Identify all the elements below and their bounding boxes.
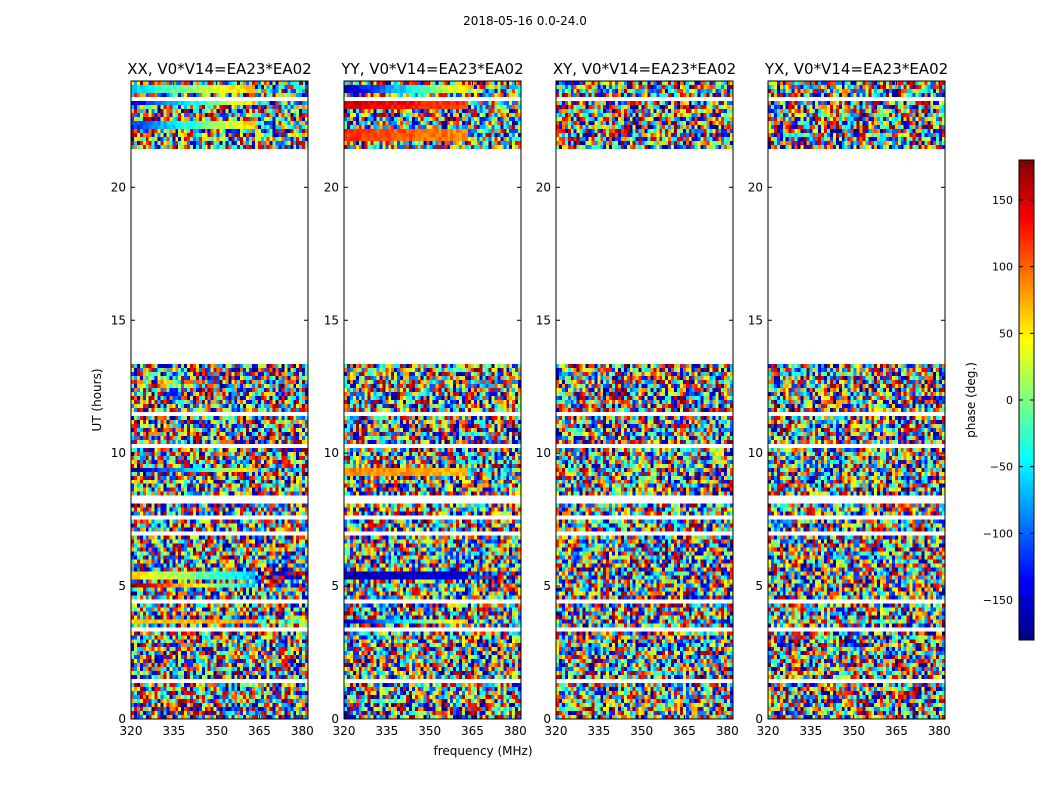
x-tick-label: 365 (673, 724, 696, 738)
y-tick-label: 0 (543, 712, 551, 726)
x-tick-label: 335 (799, 724, 822, 738)
colorbar-tick-label: 100 (992, 261, 1013, 274)
colorbar: −150 −100 −50 0 50 100 150 (983, 159, 1035, 641)
panel-title: XX, V0*V14=EA23*EA02 (127, 60, 311, 78)
panel-frame (767, 80, 946, 720)
y-tick-label: 15 (536, 313, 551, 327)
panel-1: YY, V0*V14=EA23*EA02 320 335 350 365 380 0 5 10 1… (324, 60, 527, 738)
x-tick-label: 320 (333, 724, 356, 738)
x-tick-label: 350 (842, 724, 865, 738)
x-tick-label: 380 (291, 724, 314, 738)
y-tick-label: 15 (324, 313, 339, 327)
x-tick-label: 350 (205, 724, 228, 738)
panel-frame (555, 80, 734, 720)
x-tick-label: 335 (375, 724, 398, 738)
x-tick-label: 380 (928, 724, 951, 738)
panel-2: XY, V0*V14=EA23*EA02 320 335 350 365 380 0 5 10 1… (536, 60, 739, 738)
x-tick-label: 365 (885, 724, 908, 738)
y-tick-label: 15 (111, 313, 126, 327)
y-tick-label: 10 (536, 446, 551, 460)
y-tick-label: 5 (331, 579, 339, 593)
y-tick-label: 0 (755, 712, 763, 726)
panel-title: YY, V0*V14=EA23*EA02 (340, 60, 523, 78)
colorbar-tick-label: −150 (983, 594, 1013, 607)
panel-3: YX, V0*V14=EA23*EA02 320 335 350 365 380 0 5 10 1… (748, 60, 951, 738)
panel-frame (343, 80, 522, 720)
panels-layer: XX, V0*V14=EA23*EA02 320 335 350 365 380 0 5 10 1… (111, 60, 951, 738)
y-tick-label: 20 (536, 180, 551, 194)
x-tick-label: 320 (120, 724, 143, 738)
y-tick-label: 0 (331, 712, 339, 726)
panel-title: XY, V0*V14=EA23*EA02 (553, 60, 736, 78)
y-tick-label: 20 (324, 180, 339, 194)
y-tick-label: 0 (118, 712, 126, 726)
panel-heatmap (344, 81, 521, 719)
y-tick-label: 20 (111, 180, 126, 194)
x-tick-label: 350 (418, 724, 441, 738)
x-tick-label: 380 (716, 724, 739, 738)
y-tick-label: 15 (748, 313, 763, 327)
panel-title: YX, V0*V14=EA23*EA02 (764, 60, 948, 78)
colorbar-tick-label: 150 (992, 194, 1013, 207)
panel-heatmap (131, 81, 308, 719)
x-tick-label: 320 (545, 724, 568, 738)
panel-0: XX, V0*V14=EA23*EA02 320 335 350 365 380 0 5 10 1… (111, 60, 314, 738)
y-tick-label: 10 (748, 446, 763, 460)
x-tick-label: 365 (248, 724, 271, 738)
x-tick-label: 335 (587, 724, 610, 738)
panel-heatmap (768, 81, 945, 719)
colorbar-label: phase (deg.) (964, 362, 978, 438)
x-tick-label: 335 (162, 724, 185, 738)
colorbar-tick-label: 0 (1006, 394, 1013, 407)
y-tick-label: 20 (748, 180, 763, 194)
y-tick-label: 5 (755, 579, 763, 593)
panel-heatmap (556, 81, 733, 719)
y-axis-label: UT (hours) (90, 368, 104, 431)
y-tick-label: 5 (118, 579, 126, 593)
x-tick-label: 320 (757, 724, 780, 738)
y-tick-label: 10 (111, 446, 126, 460)
x-tick-label: 365 (461, 724, 484, 738)
panel-frame (130, 80, 309, 720)
x-axis-label: frequency (MHz) (433, 744, 532, 758)
figure-title: 2018-05-16 0.0-24.0 (463, 14, 587, 28)
x-tick-label: 350 (630, 724, 653, 738)
y-tick-label: 10 (324, 446, 339, 460)
y-tick-label: 5 (543, 579, 551, 593)
colorbar-tick-label: 50 (999, 327, 1013, 340)
x-tick-label: 380 (504, 724, 527, 738)
colorbar-tick-label: −50 (990, 461, 1013, 474)
colorbar-tick-label: −100 (983, 527, 1013, 540)
